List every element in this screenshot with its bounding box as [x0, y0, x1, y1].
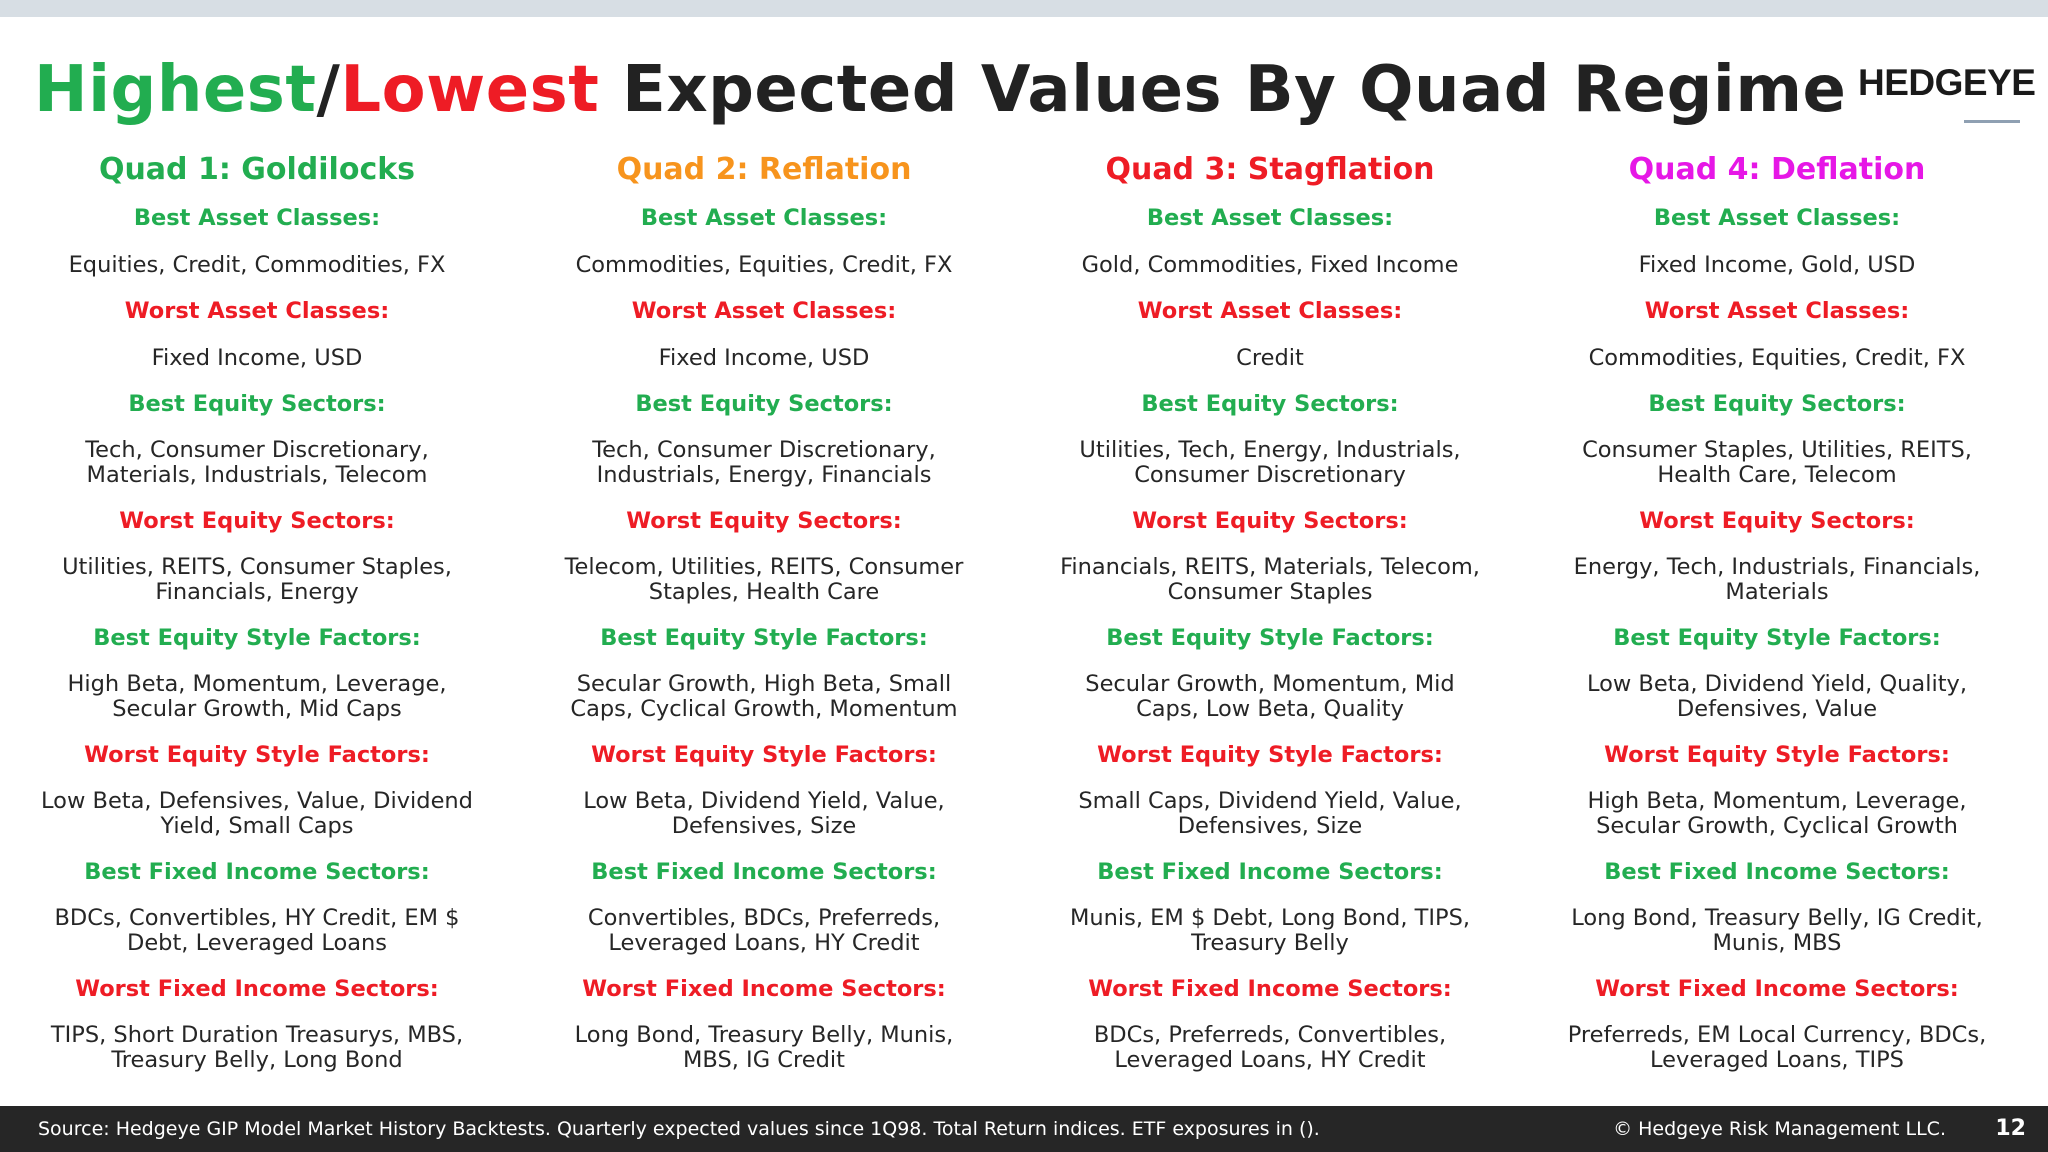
worst-fi-value: TIPS, Short Duration Treasurys, MBS, Tre…: [50, 1022, 464, 1073]
best-fi-label: Best Fixed Income Sectors:: [1097, 859, 1443, 885]
page-title: Highest/Lowest Expected Values By Quad R…: [34, 48, 1846, 132]
worst-style-value: High Beta, Momentum, Leverage, Secular G…: [1587, 788, 1967, 839]
best-asset-label: Best Asset Classes:: [133, 205, 381, 231]
quad-heading: Quad 1: Goldilocks: [98, 152, 416, 187]
worst-style-value: Low Beta, Defensives, Value, Dividend Yi…: [41, 788, 473, 839]
best-equity-value: Utilities, Tech, Energy, Industrials, Co…: [1079, 437, 1461, 488]
worst-style-label: Worst Equity Style Factors:: [84, 742, 430, 768]
worst-equity-value: Utilities, REITS, Consumer Staples, Fina…: [62, 554, 452, 605]
quad-heading: Quad 2: Reflation: [616, 152, 912, 187]
worst-style-value: Small Caps, Dividend Yield, Value, Defen…: [1078, 788, 1462, 839]
worst-asset-label: Worst Asset Classes:: [631, 298, 897, 324]
worst-style-label: Worst Equity Style Factors:: [1097, 742, 1443, 768]
best-style-value: Secular Growth, Momentum, Mid Caps, Low …: [1085, 671, 1455, 722]
worst-style-label: Worst Equity Style Factors:: [591, 742, 937, 768]
top-strip: [0, 0, 2048, 17]
footer-source: Source: Hedgeye GIP Model Market History…: [38, 1118, 1320, 1140]
best-equity-label: Best Equity Sectors:: [128, 391, 386, 417]
best-style-value: Secular Growth, High Beta, Small Caps, C…: [570, 671, 958, 722]
best-style-label: Best Equity Style Factors:: [93, 625, 421, 651]
best-equity-value: Tech, Consumer Discretionary, Materials,…: [85, 437, 429, 488]
title-slash: /: [316, 53, 341, 127]
worst-equity-label: Worst Equity Sectors:: [626, 508, 902, 534]
best-asset-label: Best Asset Classes:: [1653, 205, 1901, 231]
worst-asset-label: Worst Asset Classes:: [124, 298, 390, 324]
quad-heading: Quad 3: Stagflation: [1105, 152, 1435, 187]
best-fi-value: Long Bond, Treasury Belly, IG Credit, Mu…: [1571, 905, 1983, 956]
worst-asset-label: Worst Asset Classes:: [1644, 298, 1910, 324]
best-fi-label: Best Fixed Income Sectors:: [591, 859, 937, 885]
best-style-value: High Beta, Momentum, Leverage, Secular G…: [67, 671, 447, 722]
hedgeye-logo: HEDGEYE: [1858, 62, 2036, 103]
best-style-label: Best Equity Style Factors:: [1106, 625, 1434, 651]
quad-column-3: Quad 3: Stagflation Best Asset Classes: …: [1020, 145, 1520, 1083]
best-asset-value: Fixed Income, Gold, USD: [1638, 251, 1916, 278]
quad-columns: Quad 1: Goldilocks Best Asset Classes: E…: [0, 145, 2048, 1095]
worst-asset-value: Fixed Income, USD: [151, 344, 363, 371]
title-highest: Highest: [34, 53, 317, 127]
worst-asset-value: Fixed Income, USD: [658, 344, 870, 371]
best-fi-value: BDCs, Convertibles, HY Credit, EM $ Debt…: [54, 905, 460, 956]
best-style-value: Low Beta, Dividend Yield, Quality, Defen…: [1586, 671, 1968, 722]
worst-equity-label: Worst Equity Sectors:: [119, 508, 395, 534]
best-equity-value: Tech, Consumer Discretionary, Industrial…: [592, 437, 936, 488]
worst-asset-value: Commodities, Equities, Credit, FX: [1588, 344, 1966, 371]
worst-asset-value: Credit: [1236, 344, 1304, 371]
worst-equity-label: Worst Equity Sectors:: [1132, 508, 1408, 534]
worst-equity-label: Worst Equity Sectors:: [1639, 508, 1915, 534]
best-style-label: Best Equity Style Factors:: [1613, 625, 1941, 651]
worst-style-label: Worst Equity Style Factors:: [1604, 742, 1950, 768]
best-asset-value: Commodities, Equities, Credit, FX: [575, 251, 953, 278]
best-asset-value: Equities, Credit, Commodities, FX: [68, 251, 446, 278]
quad-column-1: Quad 1: Goldilocks Best Asset Classes: E…: [7, 145, 507, 1083]
best-asset-label: Best Asset Classes:: [640, 205, 888, 231]
best-fi-value: Convertibles, BDCs, Preferreds, Leverage…: [587, 905, 941, 956]
title-lowest: Lowest: [340, 53, 600, 127]
quad-heading: Quad 4: Deflation: [1628, 152, 1926, 187]
worst-fi-value: Preferreds, EM Local Currency, BDCs, Lev…: [1567, 1022, 1987, 1073]
worst-fi-value: BDCs, Preferreds, Convertibles, Leverage…: [1093, 1022, 1447, 1073]
worst-equity-value: Telecom, Utilities, REITS, Consumer Stap…: [564, 554, 964, 605]
best-fi-label: Best Fixed Income Sectors:: [84, 859, 430, 885]
best-fi-value: Munis, EM $ Debt, Long Bond, TIPS, Treas…: [1069, 905, 1471, 956]
worst-asset-label: Worst Asset Classes:: [1137, 298, 1403, 324]
logo-underline: [1964, 120, 2020, 123]
footer-bar: Source: Hedgeye GIP Model Market History…: [0, 1106, 2048, 1152]
best-equity-value: Consumer Staples, Utilities, REITS, Heal…: [1582, 437, 1972, 488]
worst-fi-label: Worst Fixed Income Sectors:: [582, 976, 946, 1002]
best-asset-label: Best Asset Classes:: [1146, 205, 1394, 231]
worst-fi-label: Worst Fixed Income Sectors:: [75, 976, 439, 1002]
worst-equity-value: Financials, REITS, Materials, Telecom, C…: [1060, 554, 1480, 605]
worst-fi-label: Worst Fixed Income Sectors:: [1088, 976, 1452, 1002]
best-fi-label: Best Fixed Income Sectors:: [1604, 859, 1950, 885]
best-asset-value: Gold, Commodities, Fixed Income: [1081, 251, 1459, 278]
footer-copyright: © Hedgeye Risk Management LLC.: [1613, 1118, 1946, 1140]
worst-fi-value: Long Bond, Treasury Belly, Munis, MBS, I…: [574, 1022, 954, 1073]
worst-fi-label: Worst Fixed Income Sectors:: [1595, 976, 1959, 1002]
worst-equity-value: Energy, Tech, Industrials, Financials, M…: [1573, 554, 1981, 605]
worst-style-value: Low Beta, Dividend Yield, Value, Defensi…: [583, 788, 945, 839]
best-equity-label: Best Equity Sectors:: [1141, 391, 1399, 417]
quad-column-2: Quad 2: Reflation Best Asset Classes: Co…: [514, 145, 1014, 1083]
title-rest: Expected Values By Quad Regime: [599, 53, 1847, 127]
page-number: 12: [1995, 1116, 2026, 1141]
best-equity-label: Best Equity Sectors:: [1648, 391, 1906, 417]
quad-column-4: Quad 4: Deflation Best Asset Classes: Fi…: [1527, 145, 2027, 1083]
best-style-label: Best Equity Style Factors:: [600, 625, 928, 651]
best-equity-label: Best Equity Sectors:: [635, 391, 893, 417]
